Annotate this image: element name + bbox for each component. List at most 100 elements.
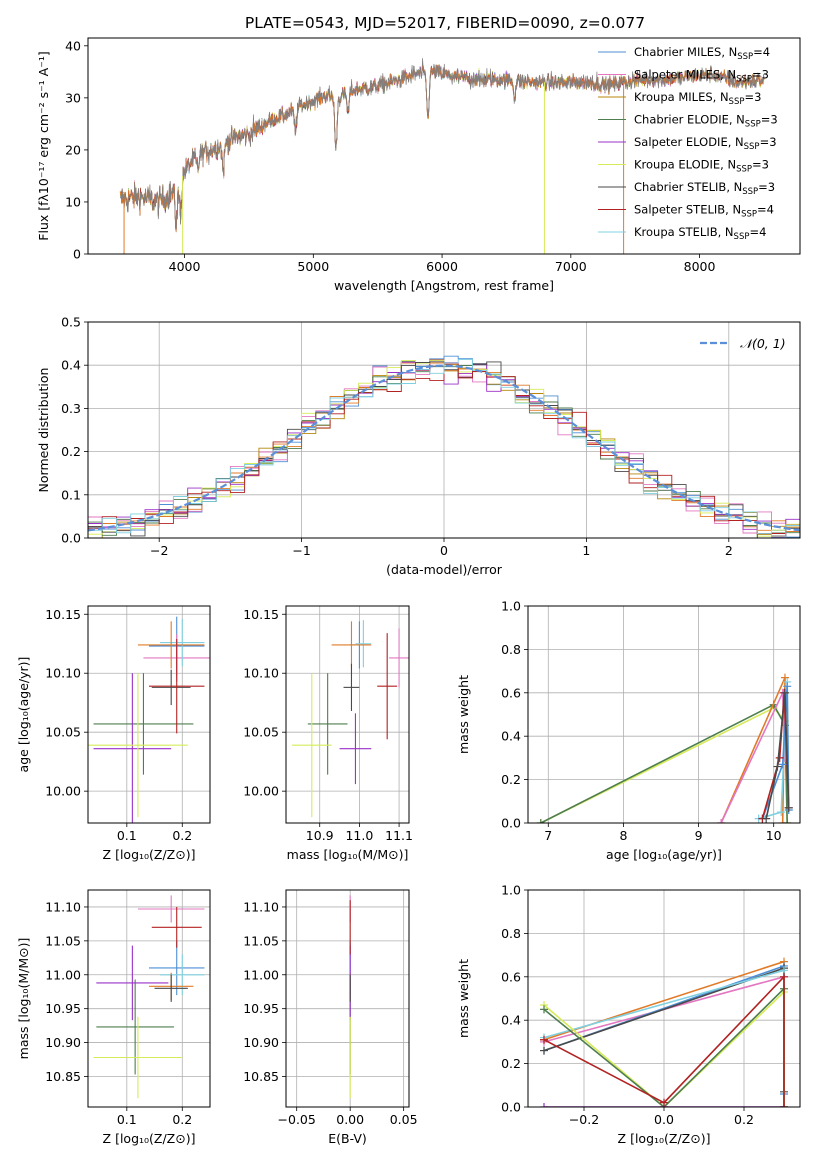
mass-weight-marker bbox=[773, 762, 782, 771]
y-tick-label: 0.4 bbox=[61, 358, 81, 373]
x-tick-label: 9 bbox=[695, 828, 703, 843]
x-axis-label: (data-model)/error bbox=[386, 562, 503, 577]
x-tick-label: 0.00 bbox=[336, 1112, 364, 1127]
panel-age-vs-mass: 10.9 11.0 11.1 10.00 10.05 10.10 10.15 mass [lo… bbox=[243, 605, 413, 862]
x-tick-label: −2 bbox=[150, 543, 168, 558]
mass-weight-marker bbox=[660, 1098, 668, 1107]
y-tick-label: 1.0 bbox=[501, 599, 521, 614]
panel-mass-vs-metallicity-plot-area bbox=[93, 895, 205, 1099]
legend-label: Chabrier MILES, NSSP=4 bbox=[634, 45, 770, 62]
x-tick-label: −0.2 bbox=[569, 1112, 599, 1127]
x-axis-label: age [log₁₀(age/yr)] bbox=[606, 847, 722, 862]
y-tick-label: 0.4 bbox=[501, 1013, 521, 1028]
y-tick-label: 0.5 bbox=[61, 315, 81, 330]
x-tick-label: 2 bbox=[725, 543, 733, 558]
normal-curve bbox=[88, 364, 800, 532]
panel-spectrum: 4000 5000 6000 7000 8000 0 10 20 30 40 wavelength … bbox=[36, 37, 801, 293]
mass-weight-marker bbox=[780, 972, 788, 981]
x-axis-label: mass [log₁₀(M/M⊙)] bbox=[287, 847, 409, 862]
y-axis-label: Flux [fλ10⁻¹⁷ erg cm⁻² s⁻¹ A⁻¹] bbox=[36, 51, 51, 240]
x-tick-label: 8 bbox=[619, 828, 627, 843]
y-tick-label: 10.15 bbox=[45, 607, 81, 622]
x-tick-label: 10 bbox=[766, 828, 782, 843]
x-tick-label: 10.9 bbox=[306, 828, 334, 843]
y-tick-label: 0.8 bbox=[501, 642, 521, 657]
mass-weight-marker bbox=[540, 1035, 548, 1044]
y-tick-label: 40 bbox=[65, 38, 81, 53]
mass-weight-line bbox=[720, 692, 786, 823]
y-axis-label: Normed distribution bbox=[36, 368, 51, 493]
panel-age-vs-mass-plot-area bbox=[291, 620, 409, 818]
x-axis-label: Z [log₁₀(Z/Z⊙)] bbox=[103, 847, 196, 862]
legend-label: Salpeter STELIB, NSSP=4 bbox=[634, 203, 774, 220]
panels-group: 4000 5000 6000 7000 8000010203040wavelength … bbox=[16, 37, 801, 1146]
y-tick-label: 10 bbox=[65, 194, 81, 209]
mass-weight-marker bbox=[762, 814, 771, 823]
mass-weight-marker bbox=[536, 819, 545, 823]
axes-frame bbox=[87, 889, 211, 1108]
mass-weight-marker bbox=[783, 819, 792, 823]
y-axis-label: mass weight bbox=[456, 959, 471, 1038]
x-tick-label: −0.05 bbox=[278, 1112, 316, 1127]
x-tick-label: 0.2 bbox=[172, 1112, 192, 1127]
panel-mass-weight-vs-metallicity-plot-area bbox=[540, 957, 788, 1107]
x-tick-label: −1 bbox=[292, 543, 310, 558]
mass-weight-marker bbox=[780, 1103, 788, 1107]
y-tick-label: 10.10 bbox=[243, 666, 279, 681]
panel-mass-weight-vs-age: 7 8 9 10 0.0 0.2 0.4 0.6 0.8 1.0 age [log₁₀(age/yr… bbox=[456, 599, 801, 862]
y-tick-label: 0.4 bbox=[501, 729, 521, 744]
mass-weight-marker bbox=[778, 819, 787, 823]
panel-mass-weight-vs-age-plot-area bbox=[536, 673, 793, 823]
x-tick-label: 1 bbox=[582, 543, 590, 558]
mass-weight-marker bbox=[783, 682, 792, 691]
spectrum-plot-area bbox=[119, 58, 765, 254]
y-tick-label: 10.00 bbox=[45, 784, 81, 799]
y-tick-label: 0.2 bbox=[61, 444, 81, 459]
axes-frame bbox=[527, 889, 801, 1108]
x-axis-label: E(B-V) bbox=[328, 1131, 367, 1146]
y-tick-label: 11.05 bbox=[45, 933, 81, 948]
x-axis-label: wavelength [Angstrom, rest frame] bbox=[334, 278, 554, 293]
mass-weight-marker bbox=[780, 688, 789, 697]
residual-histogram bbox=[88, 359, 800, 538]
y-tick-label: 10.95 bbox=[45, 1001, 81, 1016]
x-tick-label: 0.05 bbox=[390, 1112, 418, 1127]
legend-label: Chabrier ELODIE, NSSP=3 bbox=[634, 113, 778, 130]
mass-weight-marker bbox=[540, 1005, 548, 1014]
y-tick-label: 0.0 bbox=[501, 816, 521, 831]
y-tick-label: 11.00 bbox=[243, 967, 279, 982]
figure-title: PLATE=0543, MJD=52017, FIBERID=0090, z=0… bbox=[245, 14, 645, 32]
panel-residuals: −2 −1 0 1 2 0.0 0.1 0.2 0.3 0.4 0.5 (data-model)/er… bbox=[36, 315, 801, 577]
x-tick-label: 11.0 bbox=[345, 828, 373, 843]
y-tick-label: 10.10 bbox=[45, 666, 81, 681]
y-tick-label: 11.05 bbox=[243, 933, 279, 948]
x-tick-label: 7 bbox=[544, 828, 552, 843]
y-tick-label: 10.00 bbox=[243, 784, 279, 799]
legend-label: Chabrier STELIB, NSSP=3 bbox=[634, 180, 775, 197]
axes-frame bbox=[87, 37, 801, 255]
y-tick-label: 10.05 bbox=[243, 725, 279, 740]
mass-weight-marker bbox=[780, 673, 789, 682]
x-tick-label: 8000 bbox=[684, 259, 716, 274]
y-tick-label: 0.6 bbox=[501, 969, 521, 984]
x-tick-label: 7000 bbox=[555, 259, 587, 274]
mass-weight-marker bbox=[778, 760, 787, 769]
legend-label: Kroupa MILES, NSSP=3 bbox=[634, 90, 761, 107]
y-tick-label: 0.1 bbox=[61, 487, 81, 502]
x-axis-label: Z [log₁₀(Z/Z⊙)] bbox=[618, 1131, 711, 1146]
y-tick-label: 0.6 bbox=[501, 685, 521, 700]
y-tick-label: 11.10 bbox=[243, 899, 279, 914]
mass-weight-marker bbox=[540, 1103, 548, 1107]
axes-frame bbox=[87, 321, 801, 539]
y-tick-label: 20 bbox=[65, 142, 81, 157]
panel-mass-vs-ebv: −0.05 0.00 0.05 10.85 10.90 10.95 11.00 11.05 11… bbox=[243, 889, 418, 1146]
y-tick-label: 0.2 bbox=[501, 1056, 521, 1071]
x-tick-label: 0.1 bbox=[117, 828, 137, 843]
mass-weight-marker bbox=[717, 819, 726, 823]
mass-weight-marker bbox=[775, 753, 784, 762]
y-tick-label: 0.0 bbox=[61, 531, 81, 546]
x-tick-label: 4000 bbox=[169, 259, 201, 274]
y-tick-label: 10.05 bbox=[45, 725, 81, 740]
y-tick-label: 10.90 bbox=[45, 1035, 81, 1050]
